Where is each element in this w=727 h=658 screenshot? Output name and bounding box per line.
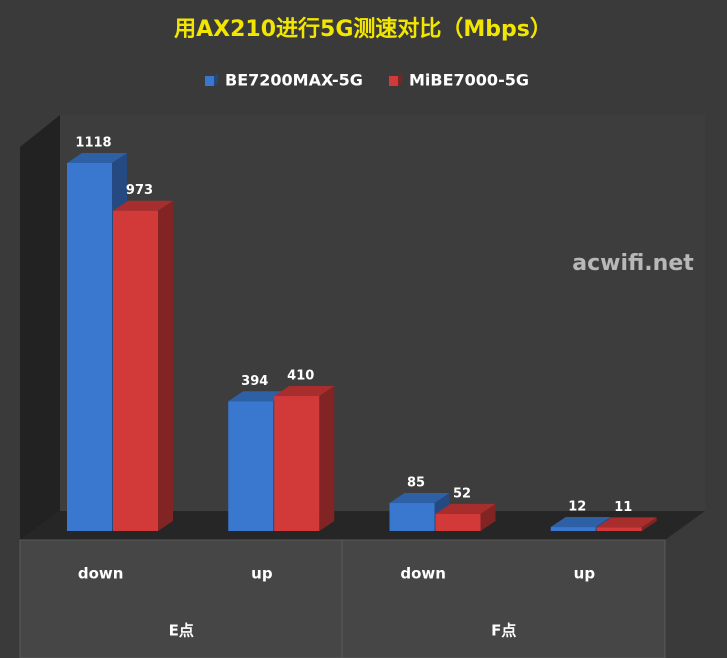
value-label: 11 bbox=[614, 500, 632, 515]
bar-top bbox=[550, 517, 611, 528]
value-label: 394 bbox=[241, 374, 268, 389]
value-label: 85 bbox=[407, 476, 425, 491]
bar bbox=[550, 527, 596, 531]
bar-top bbox=[596, 517, 657, 528]
legend-swatch bbox=[389, 76, 398, 86]
bar-top bbox=[67, 152, 127, 163]
legend-swatch-side bbox=[398, 73, 402, 86]
bar bbox=[435, 513, 481, 531]
legend-label: MiBE7000-5G bbox=[409, 71, 529, 90]
bar bbox=[67, 162, 112, 531]
legend-swatch bbox=[205, 76, 214, 86]
group-label: E点 bbox=[169, 622, 194, 640]
floor bbox=[20, 511, 705, 540]
x-tick-label: up bbox=[574, 565, 596, 583]
bar-side bbox=[480, 503, 496, 531]
bar-top bbox=[228, 391, 289, 402]
watermark: acwifi.net bbox=[572, 251, 694, 276]
value-label: 12 bbox=[568, 500, 586, 515]
value-label: 973 bbox=[126, 183, 153, 198]
bar bbox=[228, 401, 274, 531]
group-label: F点 bbox=[491, 622, 516, 640]
bar bbox=[389, 503, 435, 531]
legend-label: BE7200MAX-5G bbox=[225, 71, 363, 90]
x-tick-label: up bbox=[251, 565, 273, 583]
bar bbox=[274, 396, 320, 531]
legend-swatch-side bbox=[214, 73, 218, 86]
value-label: 52 bbox=[453, 486, 471, 501]
bar-side bbox=[158, 200, 173, 532]
value-label: 1118 bbox=[75, 135, 111, 150]
bar-top bbox=[435, 503, 496, 514]
bar bbox=[113, 210, 158, 532]
bar-side bbox=[641, 517, 657, 531]
bar bbox=[596, 527, 642, 531]
value-label: 410 bbox=[287, 369, 314, 384]
bar-top bbox=[113, 200, 173, 211]
back-wall bbox=[60, 115, 705, 511]
x-tick-label: down bbox=[400, 565, 446, 583]
bar-side bbox=[319, 386, 335, 531]
x-tick-label: down bbox=[78, 565, 124, 583]
chart-title: 用AX210进行5G测速对比（Mbps） bbox=[174, 16, 552, 42]
bar-top bbox=[389, 493, 450, 504]
bar-top bbox=[274, 386, 335, 397]
side-wall bbox=[20, 115, 60, 540]
